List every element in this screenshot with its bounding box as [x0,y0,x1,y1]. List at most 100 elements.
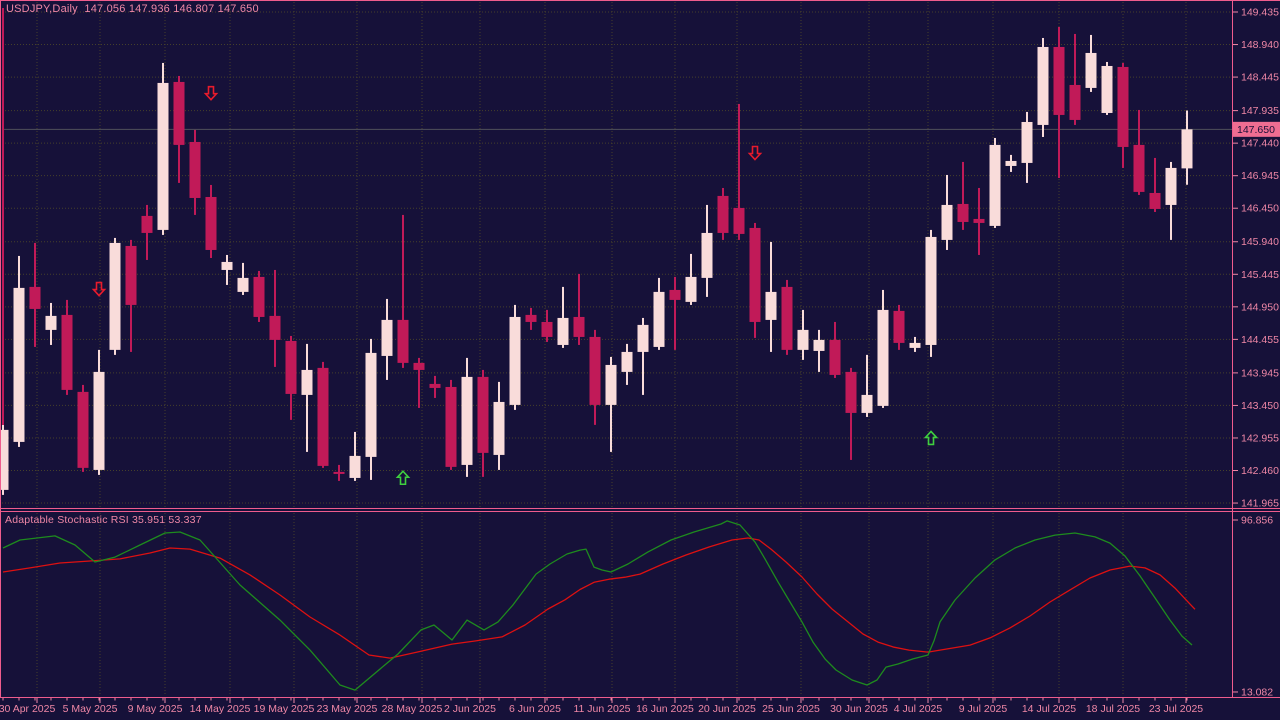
candle-body [541,321,553,337]
price-axis-label: 145.940 [1241,236,1279,248]
candle-bear [253,270,265,322]
candle-body [189,141,201,198]
current-price-tag: 147.650 [1233,121,1280,137]
candle-bull [509,304,521,410]
candle-bull [493,381,505,470]
candle-bull [1037,37,1049,137]
grid-layer [2,2,1232,696]
candle-wick [306,343,308,452]
time-axis[interactable]: 30 Apr 2025 5 May 2025 9 May 2025 14 May 20… [0,698,1203,715]
time-axis-label: 16 Jun 2025 [636,703,694,715]
candle-body [1053,46,1065,115]
candle-body [445,386,457,467]
stoch-rsi-signal-line-layer [2,537,1196,659]
candle-body [109,242,121,350]
price-axis-label: 143.450 [1241,400,1279,412]
candle-bear [1117,62,1129,168]
price-axis-label: 149.435 [1241,7,1279,19]
candle-bull [637,317,649,395]
candle-bull [45,302,57,345]
current-price-tag-value: 147.650 [1237,124,1275,136]
candle-body [13,287,25,442]
time-axis-label: 28 May 2025 [382,703,443,715]
candle-bear [477,369,489,477]
candle-bull [1085,34,1097,92]
candle-body [1181,129,1193,169]
price-axis-label: 148.445 [1241,72,1279,84]
candle-body [1021,121,1033,163]
candle-body [205,196,217,250]
time-axis-label: 30 Jun 2025 [830,703,888,715]
candle-body [829,339,841,375]
time-axis-label: 23 May 2025 [317,703,378,715]
candle-body [61,314,73,390]
candle-body [477,376,489,453]
time-axis-label: 19 May 2025 [254,703,315,715]
candle-wick [578,273,580,345]
candle-body [1085,52,1097,88]
price-axis-label: 147.440 [1241,138,1279,150]
candle-bear [669,276,681,350]
price-axis-label: 147.935 [1241,105,1279,117]
time-axis-label: 14 Jul 2025 [1022,703,1076,715]
candle-body [621,351,633,372]
candle-bear [29,242,41,347]
candle-bull [557,286,569,348]
candle-body [1005,160,1017,166]
candle-wick [962,161,964,230]
candle-bear [1069,33,1081,125]
candle-bear [445,379,457,470]
candle-bear [1053,26,1065,178]
price-axis-label: 146.945 [1241,170,1279,182]
artifact-layer [2,8,4,425]
candle-bear [749,222,761,338]
candle-bull [1005,154,1017,172]
candle-wick [866,354,868,417]
candle-body [285,340,297,394]
candle-bull [685,253,697,305]
candle-bull [925,229,937,357]
candle-body [333,471,345,474]
price-axis[interactable]: 149.435 148.940 148.445 147.935 147.440 146.9… [1233,7,1279,510]
candle-body [685,276,697,302]
time-axis-label: 30 Apr 2025 [0,703,55,715]
price-axis-label: 144.455 [1241,334,1279,346]
candle-body [0,429,9,490]
candle-bear [573,273,585,345]
time-axis-label: 18 Jul 2025 [1086,703,1140,715]
time-axis-label: 2 Jun 2025 [444,703,496,715]
candle-bull [989,137,1001,228]
candle-body [1117,66,1129,147]
candle-bear [125,239,137,352]
candle-bull [349,431,361,481]
candle-body [381,319,393,356]
candle-body [301,369,313,395]
candle-bear [893,304,905,350]
time-axis-label: 5 May 2025 [63,703,118,715]
candle-wick [226,254,228,285]
candle-bull [1101,61,1113,115]
candle-body [845,371,857,413]
candle-body [957,203,969,222]
candle-bear [173,75,185,183]
candle-body [397,319,409,363]
stoch-rsi-main-line [2,520,1193,691]
candle-body [781,286,793,350]
current-price-tag-bg [1233,121,1280,137]
signal-arrows-layer [91,85,939,486]
candle-bear [973,187,985,255]
candle-bull [605,356,617,452]
candle-bull [237,262,249,295]
candle-bear [269,269,281,367]
candle-body [653,291,665,347]
candle-body [557,317,569,345]
candle-bull [93,349,105,475]
candle-body [429,383,441,388]
candle-bull [701,204,713,297]
candle-body [749,227,761,322]
indicator-axis: 96.856 13.082 [1233,514,1273,698]
time-axis-label: 9 Jul 2025 [959,703,1008,715]
candle-bear [333,464,345,481]
